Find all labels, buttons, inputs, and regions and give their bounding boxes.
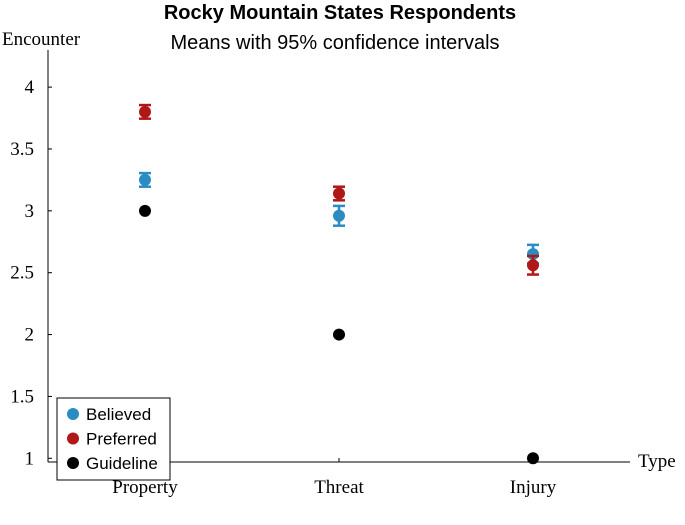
x-tick-label: Threat [314,477,364,498]
x-tick-label: Injury [510,477,557,498]
x-tick-label: Property [112,477,178,498]
legend-marker [67,457,79,469]
legend-marker [67,432,79,445]
point [527,452,539,465]
y-tick-label: 2.5 [10,263,34,284]
point [139,204,151,217]
y-axis-label: Encounter [2,29,81,50]
y-tick-label: 3 [25,201,35,222]
legend-label: Preferred [86,430,157,449]
y-tick-label: 1 [25,448,35,469]
point [333,328,345,341]
point [333,187,345,200]
point [333,209,345,222]
legend-label: Believed [86,405,151,424]
chart-subtitle: Means with 95% confidence intervals [170,32,499,54]
point [139,105,151,118]
y-tick-label: 2 [25,325,35,346]
legend-label: Guideline [86,454,158,473]
y-tick-label: 1.5 [10,386,34,407]
x-axis-label: Type [638,451,676,472]
point [527,259,539,272]
y-tick-label: 3.5 [10,139,34,160]
legend-marker [67,408,79,420]
point [139,173,151,186]
y-tick-label: 4 [25,77,35,98]
chart-title: Rocky Mountain States Respondents [164,2,516,24]
